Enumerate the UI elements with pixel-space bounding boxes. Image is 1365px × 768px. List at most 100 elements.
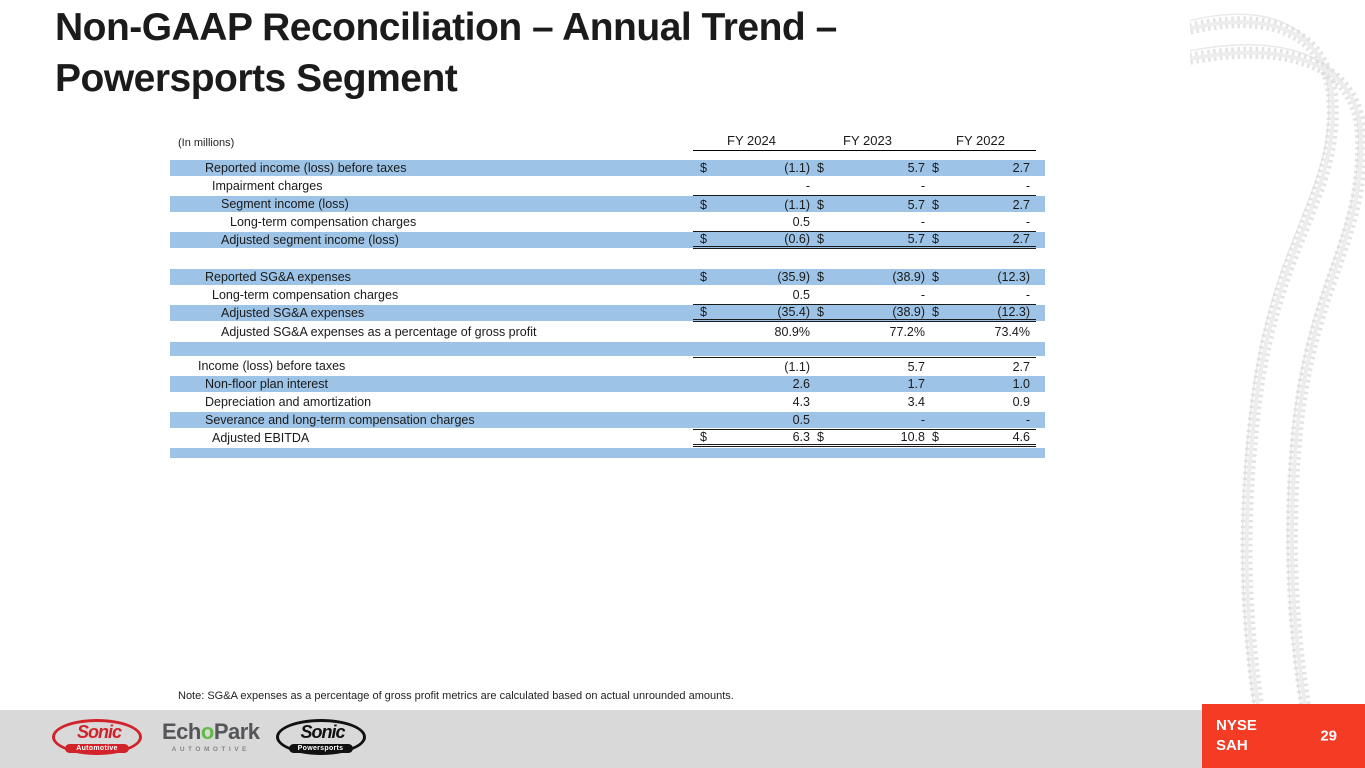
column-header-fy2024: FY 2024 (727, 133, 776, 148)
currency-symbol: $ (700, 270, 707, 284)
row-label: Non-floor plan interest (205, 377, 328, 391)
table-row: Reported SG&A expenses $ (35.9) $ (38.9) $ (12… (170, 268, 1045, 286)
table-row: Impairment charges - - - (170, 177, 1045, 195)
row-label: Severance and long-term compensation cha… (205, 413, 475, 427)
row-label: Income (loss) before taxes (198, 359, 346, 373)
row-values: 0.5 - - (693, 213, 1036, 231)
cell-value: 0.5 (792, 215, 810, 229)
table-header-row: (In millions) FY 2024 FY 2023 FY 2022 (170, 130, 1045, 151)
table-row: Reported income (loss) before taxes $ (1.1… (170, 159, 1045, 177)
cell-value: (38.9) (892, 305, 925, 319)
units-label: (In millions) (178, 137, 235, 149)
title-line-1: Non-GAAP Reconciliation – Annual Trend – (55, 6, 837, 49)
sonic-powersports-logo: Sonic Powersports (275, 716, 370, 758)
table-row: Adjusted SG&A expenses as a percentage o… (170, 322, 1045, 341)
row-values: 4.3 3.4 0.9 (693, 393, 1036, 411)
reconciliation-table: (In millions) FY 2024 FY 2023 FY 2022 Re… (170, 130, 1045, 459)
cell-value: - (1025, 215, 1030, 229)
row-values: $ (1.1) $5.7 $2.7 (693, 159, 1036, 177)
row-values: $6.3 $10.8 $4.6 (693, 429, 1036, 447)
cell-value: - (920, 288, 925, 302)
cell-value: 2.7 (1012, 161, 1030, 175)
table-row: Adjusted SG&A expenses $ (35.4) $ (38.9) $ (12… (170, 304, 1045, 322)
table-row: Adjusted EBITDA $6.3 $10.8 $4.6 (170, 429, 1045, 447)
row-label: Adjusted EBITDA (212, 431, 310, 445)
column-header-fy2022: FY 2022 (956, 133, 1005, 148)
title-line-2: Powersports Segment (55, 57, 458, 100)
currency-symbol: $ (700, 305, 707, 319)
row-label: Impairment charges (212, 179, 323, 193)
cell-value: 5.7 (907, 359, 925, 374)
table-row: Income (loss) before taxes (1.1) 5.7 2.7 (170, 357, 1045, 375)
cell-value: 5.7 (907, 161, 925, 175)
row-label: Long-term compensation charges (230, 215, 417, 229)
cell-value: 5.7 (907, 232, 925, 246)
currency-symbol: $ (817, 197, 824, 212)
row-values: --- (693, 177, 1036, 195)
cell-value: 5.7 (907, 197, 925, 212)
echopark-subtext: AUTOMOTIVE (171, 745, 250, 753)
row-label: Adjusted segment income (loss) (221, 233, 399, 247)
currency-symbol: $ (817, 270, 824, 284)
page-number: 29 (1320, 727, 1337, 745)
echopark-logo: EchoPark AUTOMOTIVE (162, 718, 260, 754)
row-label: Reported SG&A expenses (205, 270, 351, 284)
cell-value: - (920, 215, 925, 229)
ticker-badge: NYSE SAH 29 (1202, 704, 1365, 768)
currency-symbol: $ (700, 430, 707, 444)
cell-value: (35.4) (777, 305, 810, 319)
row-label: Long-term compensation charges (212, 288, 399, 302)
table-row: Severance and long-term compensation cha… (170, 411, 1045, 429)
cell-value: (35.9) (777, 270, 810, 284)
row-values: 0.5 - - (693, 286, 1036, 304)
cell-value: 3.4 (907, 395, 925, 409)
footer-bar: Sonic Automotive EchoPark AUTOMOTIVE Son… (0, 710, 1365, 768)
currency-symbol: $ (817, 232, 824, 246)
cell-value: (1.1) (784, 359, 810, 374)
table-row: Segment income (loss) $ (1.1) $5.7 $2.7 (170, 195, 1045, 213)
sonic-automotive-wordmark: Sonic (76, 722, 122, 742)
table-row: Long-term compensation charges 0.5 - - (170, 213, 1045, 231)
cell-value: 0.9 (1012, 395, 1030, 409)
row-label: Depreciation and amortization (205, 395, 372, 409)
tire-tracks-graphic (1190, 13, 1365, 768)
row-values: $ (35.9) $ (38.9) $ (12.3) (693, 268, 1036, 286)
cell-value: 2.7 (1012, 359, 1030, 374)
table-row: Long-term compensation charges 0.5 - - (170, 286, 1045, 304)
row-values: 80.9% 77.2% 73.4% (693, 322, 1036, 341)
cell-value: (1.1) (784, 161, 810, 175)
cell-value: (12.3) (997, 270, 1030, 284)
row-values: $ (0.6) $5.7 $2.7 (693, 231, 1036, 249)
cell-value: (0.6) (784, 232, 810, 246)
currency-symbol: $ (932, 430, 939, 444)
table-spacer-row (170, 447, 1045, 459)
cell-value: 2.6 (792, 377, 810, 391)
cell-value: - (1025, 179, 1030, 193)
cell-value: 2.7 (1012, 197, 1030, 212)
cell-value: 0.5 (792, 413, 810, 427)
row-label: Segment income (loss) (221, 197, 349, 211)
row-label: Adjusted SG&A expenses as a percentage o… (221, 324, 537, 339)
cell-value: 77.2% (889, 324, 925, 339)
cell-value: 4.3 (792, 395, 810, 409)
page-title: Non-GAAP Reconciliation – Annual Trend –… (55, 2, 955, 104)
sonic-automotive-logo: Sonic Automotive (52, 716, 146, 758)
cell-value: 73.4% (994, 324, 1030, 339)
row-values: 0.5 - - (693, 411, 1036, 429)
cell-value: - (805, 179, 810, 193)
echopark-wordmark: EchoPark (162, 718, 260, 744)
logo-group: Sonic Automotive EchoPark AUTOMOTIVE Son… (52, 716, 370, 758)
cell-value: (1.1) (784, 197, 810, 212)
currency-symbol: $ (700, 197, 707, 212)
row-values: 2.6 1.7 1.0 (693, 375, 1036, 393)
currency-symbol: $ (932, 161, 939, 175)
sonic-automotive-subtext: Automotive (65, 744, 129, 753)
table-body: Reported income (loss) before taxes $ (1.1… (170, 159, 1045, 459)
currency-symbol: $ (700, 161, 707, 175)
table-spacer-row (170, 249, 1045, 268)
table-spacer-row (170, 341, 1045, 357)
ticker-exchange: NYSE (1216, 716, 1257, 734)
cell-value: - (920, 179, 925, 193)
cell-value: 10.8 (900, 430, 925, 444)
row-values: $ (35.4) $ (38.9) $ (12.3) (693, 304, 1036, 322)
